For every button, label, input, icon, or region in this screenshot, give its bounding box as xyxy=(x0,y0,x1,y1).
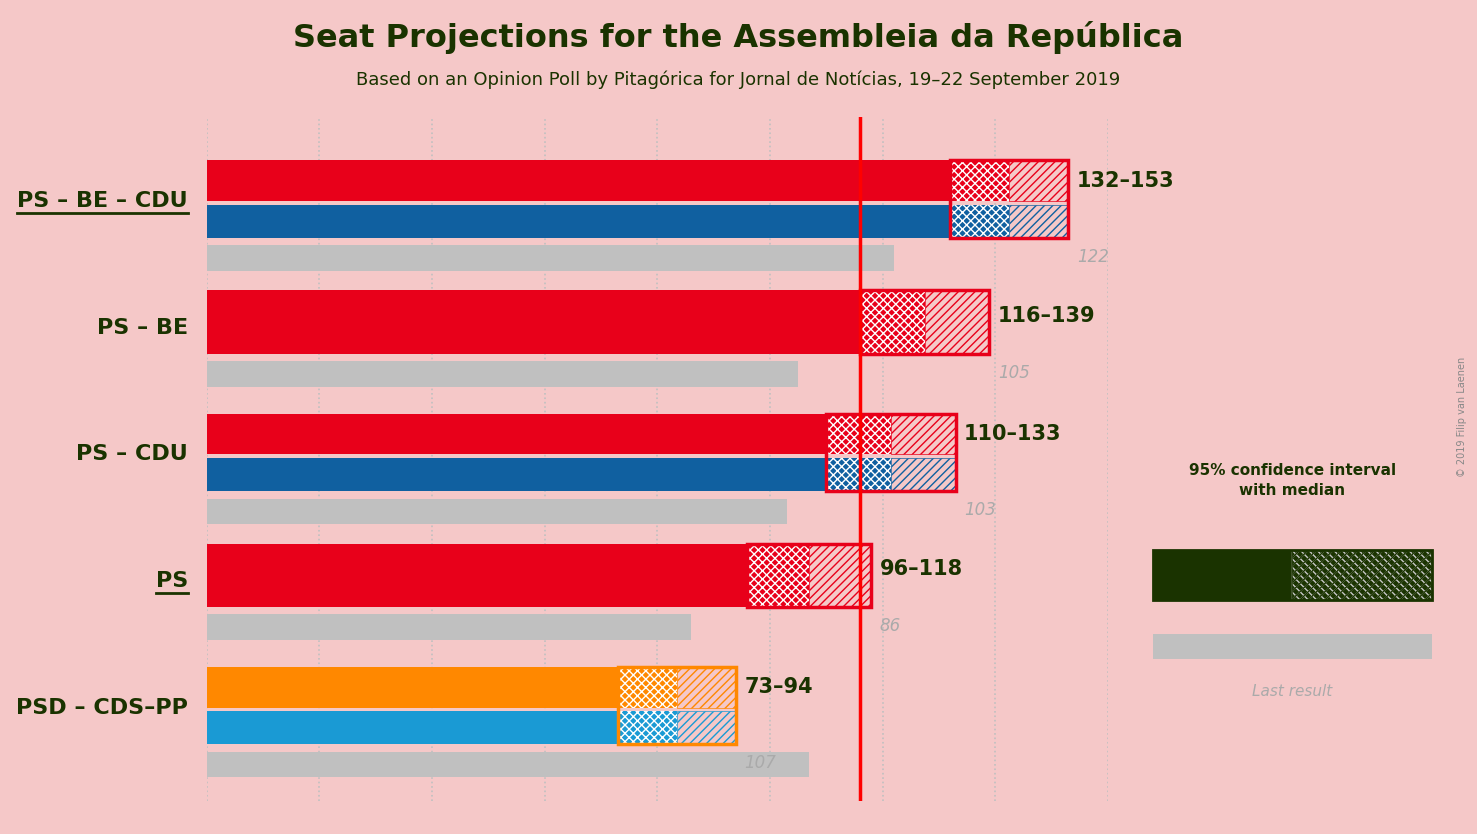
Text: 95% confidence interval
with median: 95% confidence interval with median xyxy=(1189,463,1396,498)
Bar xyxy=(1009,205,1068,238)
Bar xyxy=(207,205,950,238)
Bar xyxy=(1152,550,1292,600)
Bar xyxy=(207,667,617,707)
Bar xyxy=(826,458,891,491)
Bar xyxy=(207,499,787,524)
Bar xyxy=(617,667,676,707)
Bar xyxy=(207,544,747,607)
Text: 86: 86 xyxy=(880,617,901,635)
Bar xyxy=(207,414,826,455)
Text: Seat Projections for the Assembleia da República: Seat Projections for the Assembleia da R… xyxy=(294,21,1183,54)
Bar xyxy=(207,290,860,354)
Bar xyxy=(809,544,871,607)
Bar xyxy=(1292,550,1433,600)
Bar xyxy=(207,752,809,777)
Bar xyxy=(1152,634,1431,659)
Bar xyxy=(826,414,956,491)
Bar xyxy=(1152,550,1431,600)
Text: 105: 105 xyxy=(998,364,1029,382)
Bar xyxy=(950,160,1068,238)
Bar xyxy=(747,544,809,607)
Text: 110–133: 110–133 xyxy=(964,424,1062,444)
Bar xyxy=(1009,160,1068,201)
Text: 132–153: 132–153 xyxy=(1077,171,1174,191)
Bar xyxy=(207,160,950,201)
Bar xyxy=(891,458,956,491)
Bar xyxy=(207,711,617,744)
Bar xyxy=(676,667,736,707)
Bar xyxy=(747,544,871,607)
Bar xyxy=(925,290,990,354)
Text: 116–139: 116–139 xyxy=(998,305,1096,325)
Bar xyxy=(860,290,990,354)
Text: Last result: Last result xyxy=(1252,684,1332,699)
Text: 107: 107 xyxy=(744,755,777,772)
Bar xyxy=(207,245,894,271)
Bar xyxy=(676,711,736,744)
Text: © 2019 Filip van Laenen: © 2019 Filip van Laenen xyxy=(1456,357,1467,477)
Bar xyxy=(950,205,1009,238)
Bar xyxy=(1292,550,1433,600)
Text: 73–94: 73–94 xyxy=(744,677,814,697)
Bar xyxy=(207,458,826,491)
Bar xyxy=(617,667,736,744)
Text: Based on an Opinion Poll by Pitagórica for Jornal de Notícias, 19–22 September 2: Based on an Opinion Poll by Pitagórica f… xyxy=(356,71,1121,89)
Text: 103: 103 xyxy=(964,501,995,519)
Bar xyxy=(207,361,798,386)
Text: 122: 122 xyxy=(1077,248,1109,266)
Bar xyxy=(207,615,691,640)
Bar xyxy=(860,290,925,354)
Bar xyxy=(950,160,1009,201)
Text: 96–118: 96–118 xyxy=(880,559,963,579)
Bar xyxy=(826,414,891,455)
Bar xyxy=(891,414,956,455)
Bar xyxy=(617,711,676,744)
